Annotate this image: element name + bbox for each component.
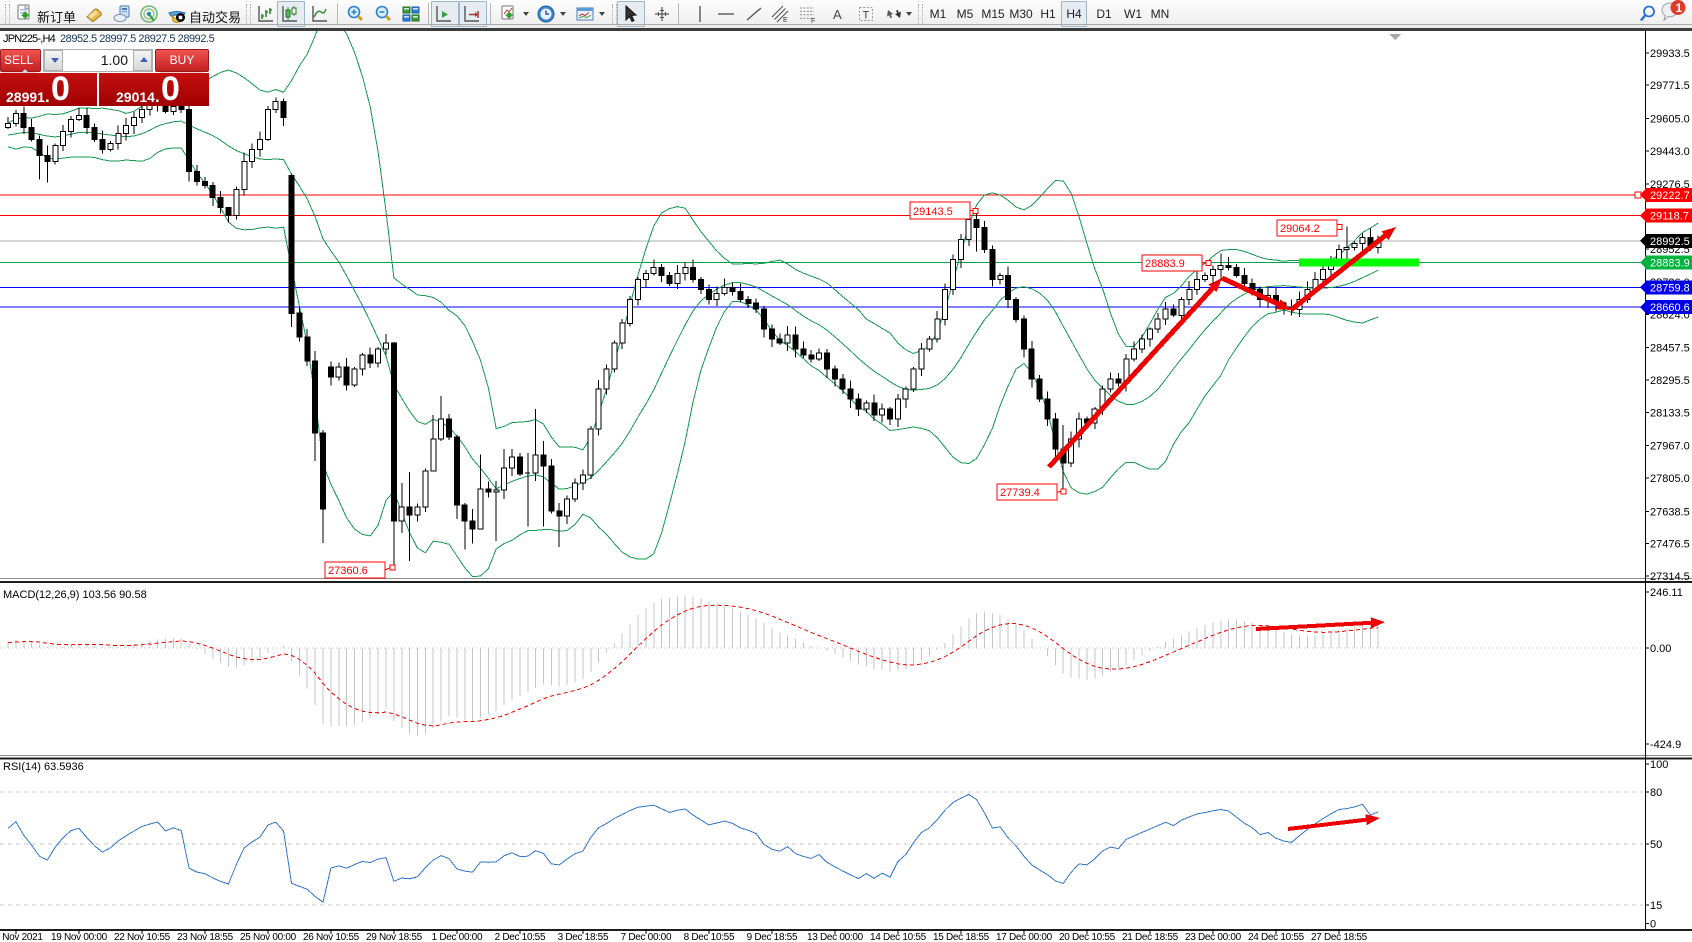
svg-text:29222.7: 29222.7: [1650, 190, 1690, 202]
svg-text:100: 100: [1650, 759, 1668, 771]
svg-text:F: F: [811, 18, 815, 24]
svg-text:27476.5: 27476.5: [1650, 539, 1690, 551]
svg-text:24 Dec 10:55: 24 Dec 10:55: [1248, 932, 1305, 942]
svg-text:29118.7: 29118.7: [1650, 211, 1689, 223]
svg-text:29 Nov 18:55: 29 Nov 18:55: [366, 932, 423, 942]
svg-text:28992.5: 28992.5: [1650, 236, 1690, 248]
svg-text:A: A: [833, 7, 842, 22]
svg-text:29064.2: 29064.2: [1280, 223, 1320, 235]
svg-text:17 Dec 00:00: 17 Dec 00:00: [996, 932, 1053, 942]
svg-text:2 Dec 10:55: 2 Dec 10:55: [495, 932, 546, 942]
svg-text:17 Nov 2021: 17 Nov 2021: [0, 932, 43, 942]
svg-text:MACD(12,26,9) 103.56 90.58: MACD(12,26,9) 103.56 90.58: [3, 589, 147, 601]
svg-text:22 Nov 10:55: 22 Nov 10:55: [114, 932, 171, 942]
svg-text:T: T: [863, 10, 870, 22]
svg-text:27739.4: 27739.4: [1000, 487, 1040, 499]
svg-text:80: 80: [1650, 787, 1662, 799]
svg-text:23 Nov 18:55: 23 Nov 18:55: [177, 932, 234, 942]
svg-text:27314.5: 27314.5: [1650, 571, 1690, 583]
svg-text:15 Dec 18:55: 15 Dec 18:55: [933, 932, 990, 942]
svg-text:E: E: [783, 17, 788, 24]
svg-text:1: 1: [1676, 1, 1683, 15]
svg-text:27 Dec 18:55: 27 Dec 18:55: [1311, 932, 1368, 942]
svg-text:8 Dec 10:55: 8 Dec 10:55: [684, 932, 735, 942]
svg-text:246.11: 246.11: [1650, 587, 1683, 599]
svg-text:JPN225-,H4: JPN225-,H4: [3, 33, 56, 45]
svg-text:27638.5: 27638.5: [1650, 506, 1690, 518]
svg-text:50: 50: [1650, 839, 1662, 851]
svg-text:1 Dec 00:00: 1 Dec 00:00: [432, 932, 483, 942]
svg-text:23 Dec 00:00: 23 Dec 00:00: [1185, 932, 1242, 942]
svg-text:28759.8: 28759.8: [1650, 282, 1690, 294]
svg-text:29143.5: 29143.5: [913, 206, 953, 218]
svg-text:27805.0: 27805.0: [1650, 473, 1690, 485]
svg-text:3 Dec 18:55: 3 Dec 18:55: [558, 932, 609, 942]
svg-text:29933.5: 29933.5: [1650, 48, 1690, 60]
svg-text:28660.6: 28660.6: [1650, 302, 1690, 314]
svg-text:27360.6: 27360.6: [328, 565, 368, 577]
svg-text:29605.0: 29605.0: [1650, 113, 1690, 125]
svg-text:7 Dec 00:00: 7 Dec 00:00: [621, 932, 672, 942]
svg-text:27967.0: 27967.0: [1650, 441, 1690, 453]
svg-text:0.00: 0.00: [1650, 643, 1671, 655]
svg-text:9 Dec 18:55: 9 Dec 18:55: [747, 932, 798, 942]
svg-text:13 Dec 00:00: 13 Dec 00:00: [807, 932, 864, 942]
svg-text:19 Nov 00:00: 19 Nov 00:00: [51, 932, 108, 942]
svg-text:28133.5: 28133.5: [1650, 407, 1690, 419]
svg-text:28295.5: 28295.5: [1650, 375, 1690, 387]
svg-text:14 Dec 10:55: 14 Dec 10:55: [870, 932, 927, 942]
svg-text:29771.5: 29771.5: [1650, 80, 1690, 92]
svg-text:26 Nov 10:55: 26 Nov 10:55: [303, 932, 360, 942]
svg-text:28457.5: 28457.5: [1650, 343, 1690, 355]
svg-text:21 Dec 18:55: 21 Dec 18:55: [1122, 932, 1179, 942]
svg-text:28883.9: 28883.9: [1145, 258, 1185, 270]
svg-text:20 Dec 10:55: 20 Dec 10:55: [1059, 932, 1116, 942]
svg-text:0: 0: [1650, 919, 1656, 931]
svg-text:25 Nov 00:00: 25 Nov 00:00: [240, 932, 297, 942]
svg-text:RSI(14) 63.5936: RSI(14) 63.5936: [3, 761, 84, 773]
svg-text:28952.5 28997.5 28927.5 28992.: 28952.5 28997.5 28927.5 28992.5: [60, 33, 215, 45]
svg-text:-424.9: -424.9: [1650, 739, 1681, 751]
svg-text:29443.0: 29443.0: [1650, 146, 1690, 158]
svg-text:28883.9: 28883.9: [1650, 258, 1690, 270]
svg-text:15: 15: [1650, 900, 1662, 912]
